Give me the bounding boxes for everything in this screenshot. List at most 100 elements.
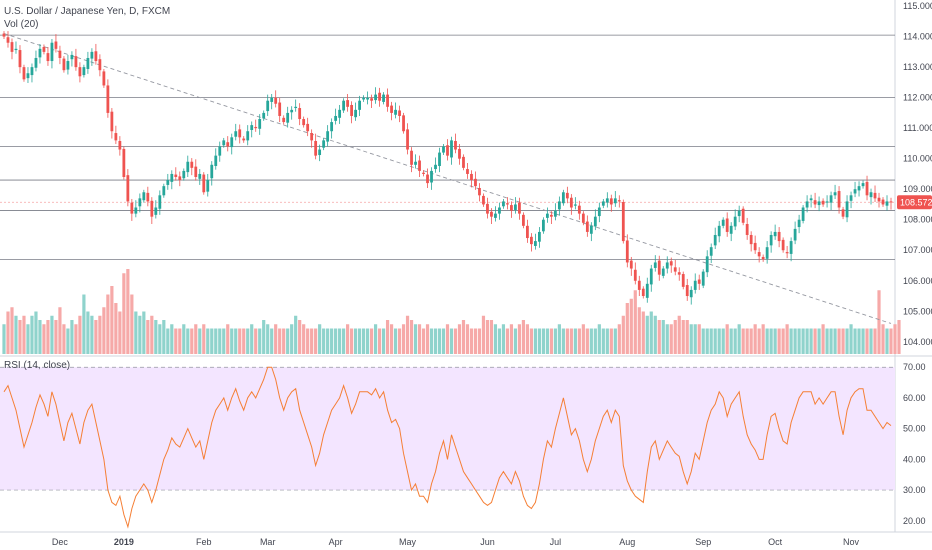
candle-body xyxy=(741,208,745,223)
candle-body xyxy=(198,173,202,179)
price-tick-label: 105.000 xyxy=(903,306,932,316)
candle-body xyxy=(769,234,773,246)
volume-bar xyxy=(270,328,274,354)
candle-body xyxy=(757,252,761,257)
volume-bar xyxy=(749,328,753,354)
candle-body xyxy=(534,241,537,246)
candle-body xyxy=(270,97,274,102)
candle-body xyxy=(478,187,481,196)
candle-body xyxy=(498,207,501,214)
candle-body xyxy=(442,146,445,153)
candle-body xyxy=(825,201,829,203)
volume-bar xyxy=(729,328,733,354)
candle-body xyxy=(14,48,18,51)
volume-bar xyxy=(441,328,446,354)
volume-bar xyxy=(497,328,502,354)
volume-bar xyxy=(741,328,745,354)
volume-bar xyxy=(174,328,178,354)
candle-body xyxy=(118,140,122,150)
volume-bar xyxy=(801,328,805,354)
volume-bar xyxy=(38,320,42,354)
volume-bar xyxy=(166,328,170,354)
volume-bar xyxy=(397,328,402,354)
time-tick-label: 2019 xyxy=(114,537,134,547)
volume-bar xyxy=(90,315,94,354)
volume-bar xyxy=(238,328,242,354)
candle-body xyxy=(797,219,801,228)
volume-bar xyxy=(46,320,50,354)
time-tick-label: Feb xyxy=(196,537,212,547)
volume-bar xyxy=(18,320,22,354)
candle-body xyxy=(729,225,733,234)
candle-body xyxy=(278,102,282,116)
volume-bar xyxy=(625,303,629,354)
volume-bar xyxy=(34,311,38,354)
volume-bar xyxy=(777,328,781,354)
candle-body xyxy=(114,133,118,141)
candle-body xyxy=(865,181,869,196)
candle-body xyxy=(154,207,158,215)
volume-bar xyxy=(621,315,625,354)
volume-bar xyxy=(481,315,486,354)
candle-body xyxy=(829,195,833,203)
volume-bar xyxy=(361,328,366,354)
rsi-tick-label: 40.00 xyxy=(903,454,926,464)
volume-bar xyxy=(721,328,725,354)
volume-bar xyxy=(813,328,817,354)
volume-bar xyxy=(489,320,494,354)
candle-body xyxy=(514,204,517,210)
volume-bar xyxy=(573,328,577,354)
volume-bar xyxy=(202,324,206,354)
volume-bar xyxy=(330,328,334,354)
candle-body xyxy=(246,131,250,141)
candle-body xyxy=(577,205,581,214)
candle-body xyxy=(805,201,809,208)
volume-bar xyxy=(869,328,873,354)
candle-body xyxy=(585,221,589,232)
volume-bar xyxy=(254,328,258,354)
volume-bar xyxy=(26,324,30,354)
volume-bar xyxy=(401,324,406,354)
volume-bar xyxy=(753,324,757,354)
candle-body xyxy=(885,201,889,206)
volume-bar xyxy=(170,324,174,354)
volume-bar xyxy=(793,328,797,354)
price-tick-label: 114.000 xyxy=(903,32,932,42)
volume-bar xyxy=(178,328,182,354)
volume-bar xyxy=(6,311,10,354)
rsi-line xyxy=(3,366,892,529)
candle-body xyxy=(310,133,314,141)
candle-body xyxy=(78,67,82,77)
candle-body xyxy=(274,97,278,104)
candle-body xyxy=(342,100,346,111)
candle-body xyxy=(581,213,585,223)
candle-body xyxy=(553,210,557,217)
volume-bar xyxy=(765,328,769,354)
rsi-band xyxy=(0,367,895,491)
candle-body xyxy=(482,195,485,205)
volume-bar xyxy=(250,324,254,354)
volume-bar xyxy=(373,324,378,354)
last-price-badge xyxy=(897,195,932,210)
time-axis[interactable]: Dec 2019 Feb Mar Apr May Jun Jul Aug Sep Oct Nov xyxy=(52,537,860,547)
candle-body xyxy=(194,166,198,177)
candle-body xyxy=(557,201,561,210)
volume-bar xyxy=(2,324,6,354)
candle-body xyxy=(701,271,705,286)
volume-bar xyxy=(653,315,657,354)
volume-bar xyxy=(797,328,801,354)
volume-bar xyxy=(689,324,693,354)
price-axis[interactable]: 115.000 114.000 113.000 112.000 111.000 110.0… xyxy=(897,1,932,526)
rsi-band-layer xyxy=(0,366,895,491)
candle-body xyxy=(753,242,757,251)
candle-body xyxy=(765,247,769,259)
candle-body xyxy=(298,108,302,120)
candle-body xyxy=(705,256,709,273)
volume-bar xyxy=(234,328,238,354)
volume-bar xyxy=(114,303,118,354)
candle-body xyxy=(881,199,885,205)
candles xyxy=(2,31,893,305)
candle-body xyxy=(178,176,182,181)
candle-body xyxy=(26,73,30,79)
